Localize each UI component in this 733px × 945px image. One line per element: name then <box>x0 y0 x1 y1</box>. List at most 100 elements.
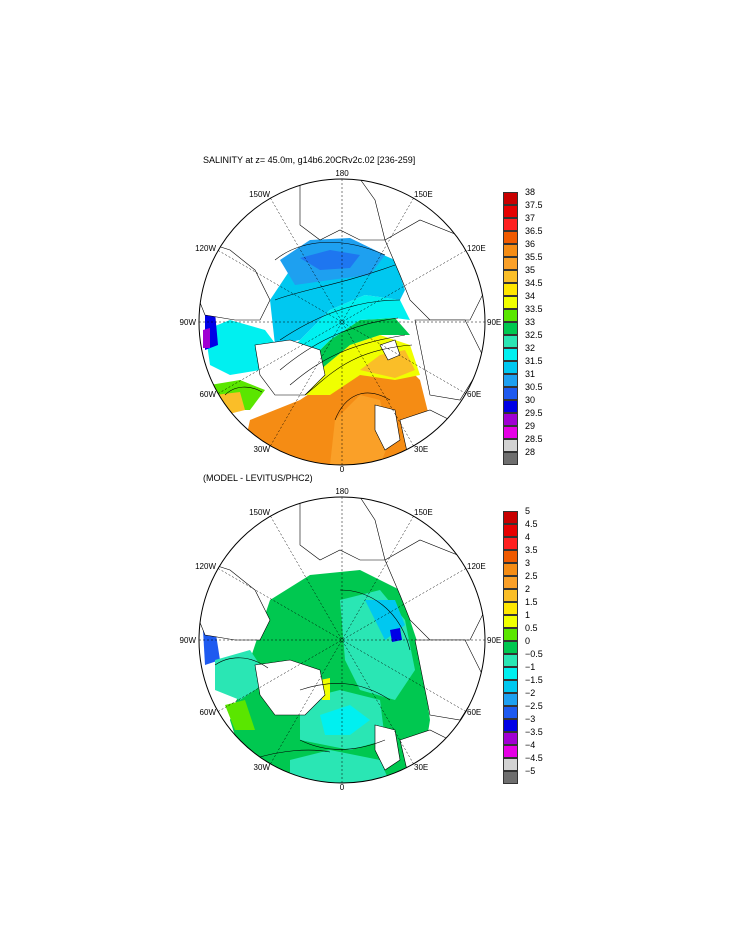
colorbar-label: 36.5 <box>525 226 543 236</box>
bottom-label-90w: 90W <box>180 636 197 645</box>
colorbar-segment: −1 <box>503 662 573 680</box>
colorbar-segment: 33 <box>503 317 573 335</box>
colorbar-swatch <box>503 335 518 348</box>
bottom-label-180: 180 <box>335 487 349 496</box>
colorbar-swatch <box>503 296 518 309</box>
colorbar-label: 34.5 <box>525 278 543 288</box>
colorbar-label: 1.5 <box>525 597 538 607</box>
colorbar-label: −2.5 <box>525 701 543 711</box>
bottom-label-120w: 120W <box>195 562 216 571</box>
colorbar-label: 31 <box>525 369 536 379</box>
colorbar-swatch <box>503 192 518 205</box>
colorbar-segment: −4.5 <box>503 753 573 771</box>
colorbar-swatch <box>503 244 518 257</box>
colorbar-segment: 34.5 <box>503 278 573 296</box>
colorbar-segment: 29 <box>503 421 573 439</box>
top-panel-title: SALINITY at z= 45.0m, g14b6.20CRv2c.02 [… <box>203 155 416 165</box>
colorbar-segment: 33.5 <box>503 304 573 322</box>
colorbar-swatch <box>503 602 518 615</box>
colorbar-segment: −3 <box>503 714 573 732</box>
bottom-label-30w: 30W <box>254 763 271 772</box>
colorbar-label: −1.5 <box>525 675 543 685</box>
top-label-150e: 150E <box>414 190 433 199</box>
colorbar-label: −2 <box>525 688 536 698</box>
colorbar-segment: 3.5 <box>503 545 573 563</box>
bottom-label-150e: 150E <box>414 508 433 517</box>
bottom-label-60w: 60W <box>200 708 217 717</box>
colorbar-swatch <box>503 231 518 244</box>
bottom-label-60e: 60E <box>467 708 481 717</box>
colorbar-swatch <box>503 667 518 680</box>
colorbar-segment: 32 <box>503 343 573 361</box>
colorbar-label: −3.5 <box>525 727 543 737</box>
colorbar-swatch <box>503 400 518 413</box>
top-label-120e: 120E <box>467 244 486 253</box>
colorbar-label: 37.5 <box>525 200 543 210</box>
colorbar-label: 3 <box>525 558 531 568</box>
colorbar-segment: −4 <box>503 740 573 758</box>
top-label-90w: 90W <box>180 318 197 327</box>
colorbar-swatch <box>503 745 518 758</box>
colorbar-label: 0 <box>525 636 531 646</box>
colorbar-label: 30 <box>525 395 536 405</box>
colorbar-label: 4.5 <box>525 519 538 529</box>
colorbar-label: 36 <box>525 239 536 249</box>
colorbar-label: 35.5 <box>525 252 543 262</box>
colorbar-swatch <box>503 563 518 576</box>
colorbar-swatch <box>503 615 518 628</box>
colorbar-segment: −0.5 <box>503 649 573 667</box>
top-label-0: 0 <box>340 465 345 474</box>
colorbar-segment: 28 <box>503 447 573 465</box>
colorbar-label: 3.5 <box>525 545 538 555</box>
colorbar-label: 31.5 <box>525 356 543 366</box>
top-label-150w: 150W <box>249 190 270 199</box>
colorbar-swatch <box>503 257 518 270</box>
colorbar-segment: 29.5 <box>503 408 573 426</box>
colorbar-segment: 4.5 <box>503 519 573 537</box>
colorbar-segment: 31.5 <box>503 356 573 374</box>
colorbar-segment: 38 <box>503 187 573 205</box>
colorbar-segment: 34 <box>503 291 573 309</box>
top-label-120w: 120W <box>195 244 216 253</box>
colorbar-segment: −5 <box>503 766 573 784</box>
colorbar-label: 35 <box>525 265 536 275</box>
colorbar-swatch <box>503 374 518 387</box>
colorbar-label: 5 <box>525 506 531 516</box>
colorbar-segment: 37 <box>503 213 573 231</box>
colorbar-label: 29.5 <box>525 408 543 418</box>
colorbar-segment: 35.5 <box>503 252 573 270</box>
colorbar-swatch <box>503 413 518 426</box>
colorbar-label: 28 <box>525 447 536 457</box>
colorbar-swatch <box>503 576 518 589</box>
colorbar-swatch <box>503 732 518 745</box>
colorbar-swatch <box>503 426 518 439</box>
colorbar-label: 37 <box>525 213 536 223</box>
colorbar-swatch <box>503 680 518 693</box>
bottom-label-120e: 120E <box>467 562 486 571</box>
colorbar-swatch <box>503 693 518 706</box>
colorbar-swatch <box>503 309 518 322</box>
colorbar-swatch <box>503 550 518 563</box>
colorbar-segment: −2.5 <box>503 701 573 719</box>
top-label-60e: 60E <box>467 390 481 399</box>
colorbar-swatch <box>503 322 518 335</box>
colorbar-segment: 2.5 <box>503 571 573 589</box>
colorbar-swatch <box>503 524 518 537</box>
colorbar-swatch <box>503 387 518 400</box>
colorbar-segment: 31 <box>503 369 573 387</box>
colorbar-segment: 37.5 <box>503 200 573 218</box>
colorbar-swatch <box>503 439 518 452</box>
colorbar-label: 2.5 <box>525 571 538 581</box>
colorbar-segment: −2 <box>503 688 573 706</box>
colorbar-label: −4 <box>525 740 536 750</box>
colorbar-swatch <box>503 348 518 361</box>
colorbar-segment: 35 <box>503 265 573 283</box>
bottom-colorbar: 5 4.5 4 3.5 3 2.5 2 1.5 1 0.5 0 −0.5 −1 −1.5 −2 −2.5 −3 −… <box>503 506 573 784</box>
bottom-label-90e: 90E <box>487 636 501 645</box>
colorbar-swatch <box>503 452 518 465</box>
colorbar-segment: 2 <box>503 584 573 602</box>
top-label-30e: 30E <box>414 445 428 454</box>
top-label-180: 180 <box>335 169 349 178</box>
